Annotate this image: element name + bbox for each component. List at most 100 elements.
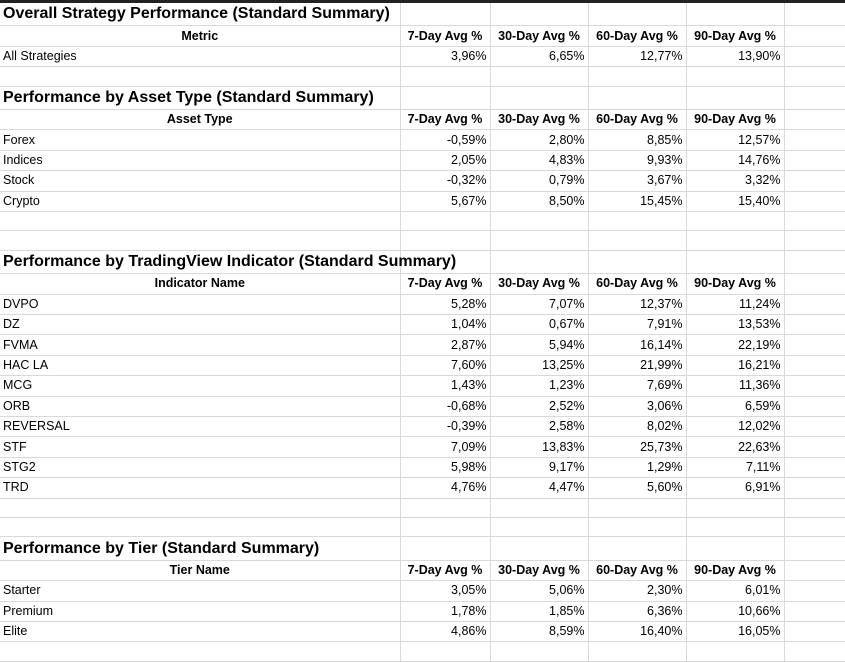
value-cell[interactable]: 13,83% — [490, 436, 589, 458]
empty-cell[interactable] — [400, 230, 491, 251]
label-column-header[interactable]: Tier Name — [0, 560, 401, 582]
empty-cell[interactable] — [400, 250, 491, 275]
row-label-cell[interactable]: Indices — [0, 150, 401, 172]
value-cell[interactable]: 3,96% — [400, 46, 491, 68]
empty-cell[interactable] — [686, 536, 785, 561]
empty-cell[interactable] — [784, 66, 845, 87]
row-label-cell[interactable]: Premium — [0, 601, 401, 622]
value-cell[interactable]: 3,32% — [686, 170, 785, 192]
value-cell[interactable]: 1,78% — [400, 601, 491, 622]
value-cell[interactable]: 2,80% — [490, 129, 589, 151]
row-label-cell[interactable]: DVPO — [0, 294, 401, 316]
value-cell[interactable]: -0,39% — [400, 416, 491, 438]
value-cell[interactable]: 21,99% — [588, 355, 687, 377]
column-header[interactable]: 7-Day Avg % — [400, 560, 491, 582]
value-cell[interactable]: 16,21% — [686, 355, 785, 377]
empty-cell[interactable] — [784, 621, 845, 643]
row-label-cell[interactable]: DZ — [0, 314, 401, 336]
empty-cell[interactable] — [784, 396, 845, 417]
section-title[interactable]: Performance by Tier (Standard Summary) — [0, 536, 401, 561]
empty-cell[interactable] — [784, 498, 845, 518]
empty-cell[interactable] — [784, 641, 845, 662]
value-cell[interactable]: 2,87% — [400, 334, 491, 356]
column-header[interactable]: 60-Day Avg % — [588, 273, 687, 295]
empty-cell[interactable] — [784, 211, 845, 232]
value-cell[interactable]: 11,24% — [686, 294, 785, 316]
empty-cell[interactable] — [784, 560, 845, 582]
row-label-cell[interactable]: ORB — [0, 396, 401, 417]
value-cell[interactable]: 9,17% — [490, 457, 589, 479]
empty-cell[interactable] — [686, 230, 785, 251]
empty-cell[interactable] — [784, 129, 845, 151]
value-cell[interactable]: 12,57% — [686, 129, 785, 151]
row-label-cell[interactable]: FVMA — [0, 334, 401, 356]
label-column-header[interactable]: Metric — [0, 25, 401, 47]
row-label-cell[interactable]: STF — [0, 436, 401, 458]
empty-cell[interactable] — [400, 641, 491, 662]
value-cell[interactable]: 1,23% — [490, 375, 589, 397]
empty-cell[interactable] — [490, 230, 589, 251]
row-label-cell[interactable]: HAC LA — [0, 355, 401, 377]
row-label-cell[interactable]: TRD — [0, 477, 401, 499]
value-cell[interactable]: 1,43% — [400, 375, 491, 397]
value-cell[interactable]: 16,40% — [588, 621, 687, 643]
row-label-cell[interactable]: STG2 — [0, 457, 401, 479]
value-cell[interactable]: 8,02% — [588, 416, 687, 438]
column-header[interactable]: 7-Day Avg % — [400, 25, 491, 47]
value-cell[interactable]: 2,58% — [490, 416, 589, 438]
row-label-cell[interactable]: All Strategies — [0, 46, 401, 68]
empty-cell[interactable] — [784, 25, 845, 47]
value-cell[interactable]: 1,04% — [400, 314, 491, 336]
value-cell[interactable]: 7,07% — [490, 294, 589, 316]
value-cell[interactable]: 13,25% — [490, 355, 589, 377]
empty-cell[interactable] — [686, 211, 785, 232]
value-cell[interactable]: 7,11% — [686, 457, 785, 479]
value-cell[interactable]: 12,37% — [588, 294, 687, 316]
column-header[interactable]: 60-Day Avg % — [588, 25, 687, 47]
value-cell[interactable]: 8,85% — [588, 129, 687, 151]
empty-cell[interactable] — [784, 375, 845, 397]
value-cell[interactable]: 2,05% — [400, 150, 491, 172]
value-cell[interactable]: 5,94% — [490, 334, 589, 356]
empty-cell[interactable] — [784, 580, 845, 602]
empty-cell[interactable] — [784, 601, 845, 622]
value-cell[interactable]: 8,50% — [490, 191, 589, 213]
value-cell[interactable]: 5,98% — [400, 457, 491, 479]
value-cell[interactable]: 4,76% — [400, 477, 491, 499]
empty-cell[interactable] — [784, 273, 845, 295]
value-cell[interactable]: 1,85% — [490, 601, 589, 622]
empty-cell[interactable] — [686, 498, 785, 518]
empty-cell[interactable] — [588, 230, 687, 251]
column-header[interactable]: 30-Day Avg % — [490, 109, 589, 131]
label-column-header[interactable]: Asset Type — [0, 109, 401, 131]
value-cell[interactable]: 12,02% — [686, 416, 785, 438]
empty-cell[interactable] — [588, 517, 687, 538]
value-cell[interactable]: 2,52% — [490, 396, 589, 417]
value-cell[interactable]: 15,45% — [588, 191, 687, 213]
value-cell[interactable]: 8,59% — [490, 621, 589, 643]
value-cell[interactable]: 6,91% — [686, 477, 785, 499]
empty-cell[interactable] — [784, 109, 845, 131]
empty-cell[interactable] — [784, 294, 845, 316]
empty-cell[interactable] — [400, 0, 491, 27]
empty-cell[interactable] — [0, 211, 401, 232]
row-label-cell[interactable]: Forex — [0, 129, 401, 151]
empty-cell[interactable] — [784, 517, 845, 538]
empty-cell[interactable] — [784, 150, 845, 172]
empty-cell[interactable] — [784, 457, 845, 479]
value-cell[interactable]: 4,83% — [490, 150, 589, 172]
empty-cell[interactable] — [686, 250, 785, 275]
empty-cell[interactable] — [490, 536, 589, 561]
value-cell[interactable]: 5,06% — [490, 580, 589, 602]
empty-cell[interactable] — [686, 641, 785, 662]
empty-cell[interactable] — [588, 86, 687, 111]
value-cell[interactable]: 2,30% — [588, 580, 687, 602]
row-label-cell[interactable]: Stock — [0, 170, 401, 192]
row-label-cell[interactable]: Starter — [0, 580, 401, 602]
empty-cell[interactable] — [784, 416, 845, 438]
empty-cell[interactable] — [400, 86, 491, 111]
empty-cell[interactable] — [490, 86, 589, 111]
value-cell[interactable]: 5,60% — [588, 477, 687, 499]
value-cell[interactable]: 7,91% — [588, 314, 687, 336]
empty-cell[interactable] — [588, 498, 687, 518]
